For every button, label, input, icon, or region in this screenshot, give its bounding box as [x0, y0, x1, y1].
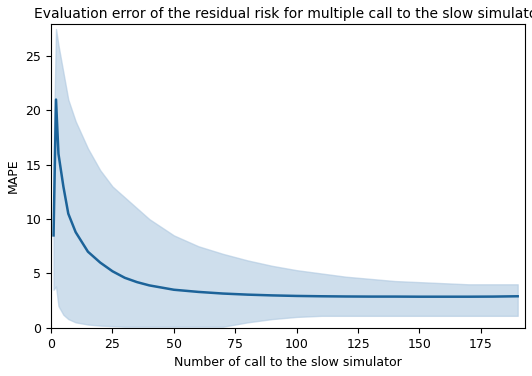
- X-axis label: Number of call to the slow simulator: Number of call to the slow simulator: [174, 356, 402, 369]
- Title: Evaluation error of the residual risk for multiple call to the slow simulator: Evaluation error of the residual risk fo…: [34, 7, 532, 21]
- Y-axis label: MAPE: MAPE: [7, 158, 20, 193]
